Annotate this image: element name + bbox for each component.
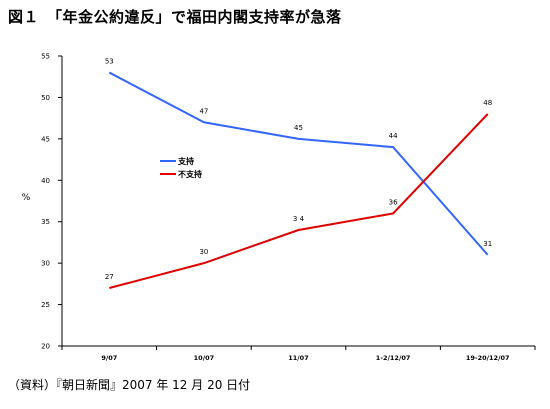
y-axis-label: %	[22, 193, 31, 203]
x-ticks: 9/07 10/07 11/07 1-2/12/07 19-20/12/07	[61, 346, 536, 362]
source-note: （資料）『朝日新聞』2007 年 12 月 20 日付	[8, 378, 251, 392]
y-tick-label: 25	[41, 301, 50, 309]
data-label: 3 4	[293, 215, 305, 223]
chart-title: 図１ 「年金公約違反」で福田内閣支持率が急落	[8, 8, 342, 26]
y-ticks: 20 25 30 35 40 45 50 55%	[22, 53, 62, 351]
x-tick-label: 19-20/12/07	[466, 354, 510, 362]
series-line-1	[108, 71, 489, 256]
data-label: 48	[483, 99, 492, 107]
y-tick-label: 45	[41, 135, 50, 143]
data-label: 30	[199, 248, 208, 256]
y-tick-label: 20	[41, 343, 50, 351]
data-label: 44	[389, 132, 398, 140]
data-label: 53	[105, 58, 114, 66]
series-line-2	[109, 113, 489, 289]
x-tick-label: 9/07	[101, 354, 117, 362]
axes	[61, 56, 535, 347]
data-label: 45	[294, 124, 303, 132]
data-label: 36	[389, 198, 398, 206]
x-tick-label: 10/07	[194, 354, 214, 362]
y-tick-label: 50	[41, 94, 50, 102]
series-lines	[108, 71, 489, 289]
legend-label: 支持	[177, 156, 194, 166]
x-tick-label: 11/07	[288, 354, 308, 362]
data-labels: 53 47 45 44 31 27 30 3 4 36 48	[105, 58, 492, 281]
y-tick-label: 55	[41, 53, 50, 61]
x-tick-label: 1-2/12/07	[376, 354, 411, 362]
y-tick-label: 40	[41, 177, 50, 185]
data-label: 27	[105, 273, 114, 281]
y-tick-label: 30	[41, 260, 50, 268]
data-label: 31	[483, 240, 492, 248]
legend-label: 不支持	[178, 169, 202, 179]
y-tick-label: 35	[41, 218, 50, 226]
data-label: 47	[199, 107, 208, 115]
